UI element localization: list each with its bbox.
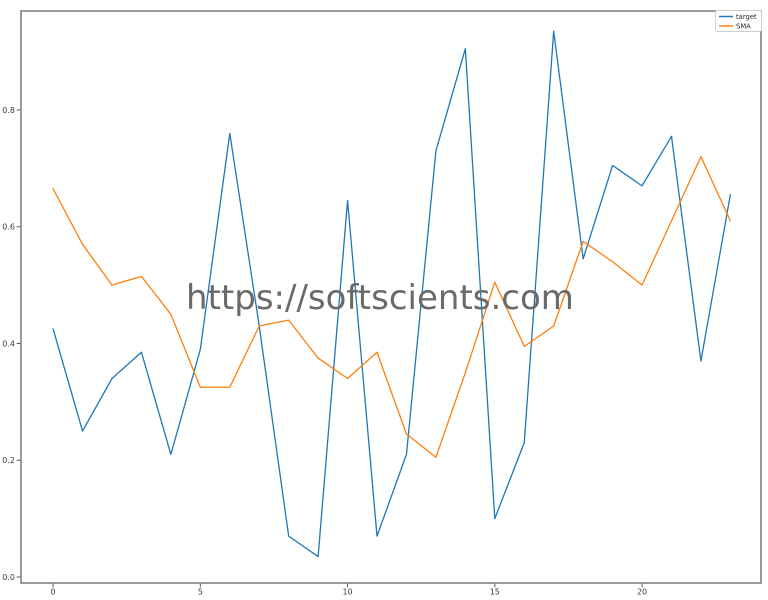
legend: target SMA xyxy=(715,10,762,32)
axes-spines xyxy=(20,10,762,584)
x-tick-label: 0 xyxy=(51,588,56,597)
watermark-text: https://softscients.com xyxy=(186,278,574,318)
y-tick-label: 0.6 xyxy=(2,223,15,232)
legend-label-sma: SMA xyxy=(736,23,751,31)
series-lines xyxy=(52,30,732,558)
y-tick-label: 0.0 xyxy=(2,573,15,582)
x-tick-label: 10 xyxy=(342,588,352,597)
axis-ticks: 0 5 10 15 20 0.0 0.2 0.4 0.6 0.8 xyxy=(2,106,647,597)
target-line xyxy=(52,30,732,558)
y-tick-label: 0.8 xyxy=(2,106,15,115)
x-tick-label: 5 xyxy=(198,588,203,597)
legend-label-target: target xyxy=(736,13,757,21)
sma-line xyxy=(52,156,732,458)
y-tick-label: 0.4 xyxy=(2,339,15,348)
x-tick-label: 20 xyxy=(637,588,647,597)
x-tick-label: 15 xyxy=(490,588,500,597)
y-tick-label: 0.2 xyxy=(2,456,15,465)
